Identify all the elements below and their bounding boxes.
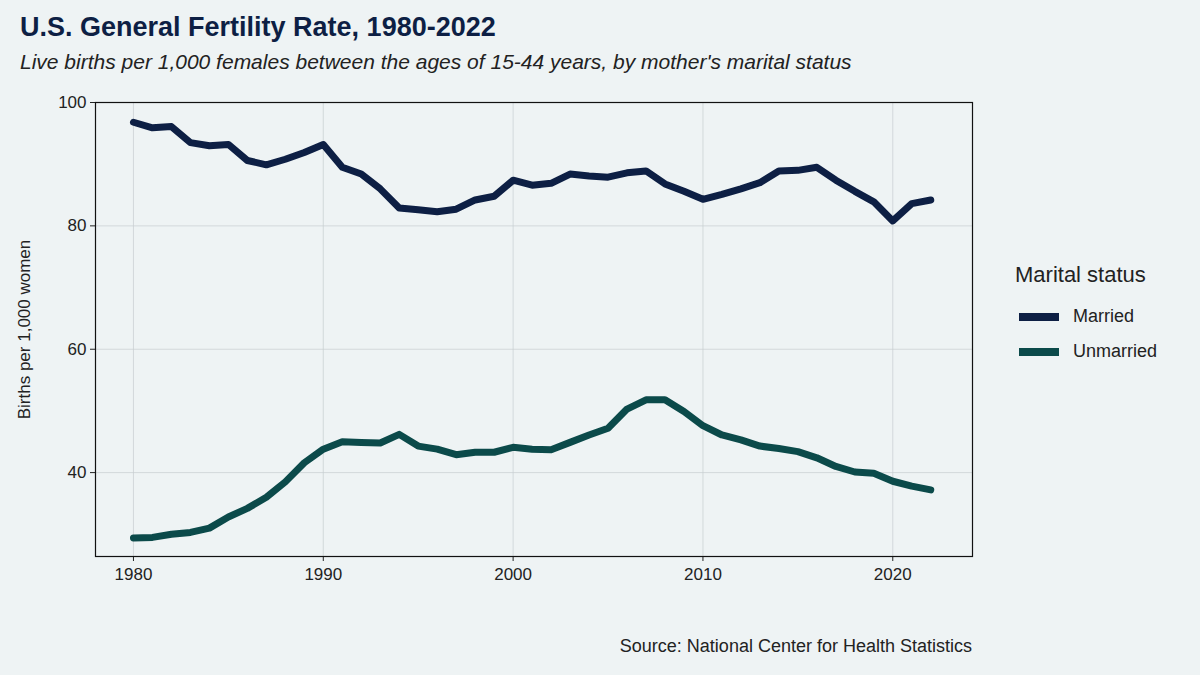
svg-text:2010: 2010 <box>684 565 722 584</box>
svg-text:1990: 1990 <box>304 565 342 584</box>
html-text:Unmarried: Unmarried <box>1073 341 1157 361</box>
svg-text:2000: 2000 <box>494 565 532 584</box>
html-text:Marital status: Marital status <box>1015 262 1146 287</box>
html-text:Source: National Center for He: Source: National Center for Health Stati… <box>619 636 972 656</box>
svg-text:Births per 1,000 women: Births per 1,000 women <box>15 240 34 420</box>
svg-text:40: 40 <box>68 463 87 482</box>
html-text:Live births per 1,000 females: Live births per 1,000 females between th… <box>20 50 852 73</box>
svg-text:100: 100 <box>58 93 86 112</box>
svg-text:2020: 2020 <box>874 565 912 584</box>
html-text:Married: Married <box>1073 306 1134 326</box>
html-text:U.S. General Fertility Rate, 1: U.S. General Fertility Rate, 1980-2022 <box>20 12 496 42</box>
svg-text:1980: 1980 <box>115 565 153 584</box>
svg-text:80: 80 <box>68 216 87 235</box>
svg-text:60: 60 <box>68 340 87 359</box>
